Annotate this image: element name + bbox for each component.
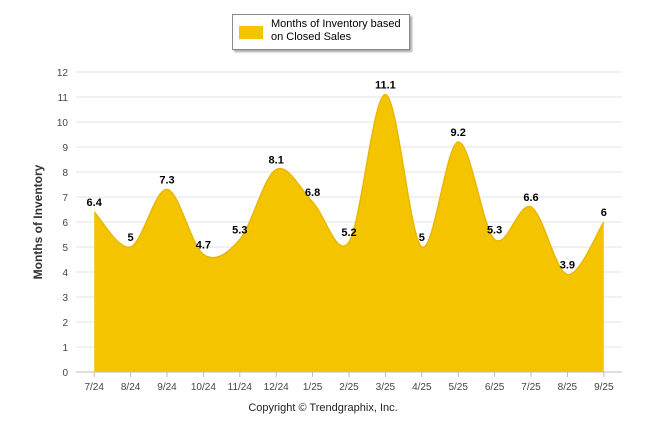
y-tick-label: 5 bbox=[62, 243, 68, 254]
data-label: 11.1 bbox=[375, 80, 396, 92]
x-tick-label: 3/25 bbox=[376, 382, 396, 393]
x-tick-label: 11/24 bbox=[228, 382, 253, 393]
data-label: 5 bbox=[128, 232, 134, 244]
y-tick-label: 10 bbox=[57, 118, 69, 129]
y-tick-label: 8 bbox=[62, 168, 68, 179]
x-tick-label: 6/25 bbox=[485, 382, 505, 393]
data-labels: 6.4 5 7.3 4.7 5.3 8.1 6.8 5.2 11.1 5 9.2 5.3 6.6 3.9 6 bbox=[87, 80, 607, 272]
legend-label: Months of Inventory based on Closed Sale… bbox=[271, 18, 401, 43]
y-tick-label: 1 bbox=[62, 343, 68, 354]
data-label: 9.2 bbox=[451, 127, 466, 139]
x-tick-label: 2/25 bbox=[339, 382, 359, 393]
y-tick-label: 3 bbox=[62, 293, 68, 304]
data-label: 5 bbox=[419, 232, 425, 244]
x-tick-label: 9/25 bbox=[594, 382, 614, 393]
x-axis-ticks: 7/24 8/24 9/24 10/24 11/24 12/24 1/25 2/25 3/25 4… bbox=[84, 372, 614, 393]
y-tick-label: 4 bbox=[62, 268, 68, 279]
y-tick-label: 6 bbox=[62, 218, 68, 229]
data-label: 4.7 bbox=[196, 240, 211, 252]
copyright-text: Copyright © Trendgraphix, Inc. bbox=[248, 402, 398, 414]
data-label: 6.8 bbox=[305, 187, 320, 199]
data-label: 6 bbox=[601, 207, 607, 219]
data-label: 5.2 bbox=[341, 227, 356, 239]
data-label: 6.6 bbox=[523, 192, 538, 204]
y-tick-label: 0 bbox=[62, 368, 68, 379]
area-layer bbox=[93, 93, 605, 372]
x-tick-label: 1/25 bbox=[303, 382, 323, 393]
x-tick-label: 7/25 bbox=[521, 382, 541, 393]
x-tick-label: 5/25 bbox=[448, 382, 468, 393]
y-tick-label: 11 bbox=[58, 93, 69, 104]
data-label: 8.1 bbox=[269, 155, 284, 167]
data-label: 5.3 bbox=[487, 225, 502, 237]
y-tick-label: 2 bbox=[62, 318, 68, 329]
x-tick-label: 7/24 bbox=[84, 382, 104, 393]
y-axis-title: Months of Inventory bbox=[31, 164, 45, 280]
data-label: 7.3 bbox=[159, 175, 174, 187]
legend[interactable]: Months of Inventory based on Closed Sale… bbox=[232, 14, 410, 50]
series-area[interactable] bbox=[94, 94, 604, 372]
x-tick-label: 8/24 bbox=[121, 382, 141, 393]
y-tick-label: 12 bbox=[57, 68, 69, 79]
data-label: 5.3 bbox=[232, 225, 247, 237]
data-label: 3.9 bbox=[560, 260, 575, 272]
y-tick-label: 9 bbox=[62, 143, 68, 154]
x-tick-label: 9/24 bbox=[157, 382, 177, 393]
y-tick-label: 7 bbox=[62, 193, 68, 204]
legend-swatch bbox=[239, 26, 263, 39]
x-tick-label: 12/24 bbox=[264, 382, 289, 393]
series-line bbox=[93, 93, 605, 276]
x-tick-label: 10/24 bbox=[191, 382, 216, 393]
x-tick-label: 4/25 bbox=[412, 382, 432, 393]
x-tick-label: 8/25 bbox=[558, 382, 578, 393]
data-label: 6.4 bbox=[87, 197, 103, 209]
